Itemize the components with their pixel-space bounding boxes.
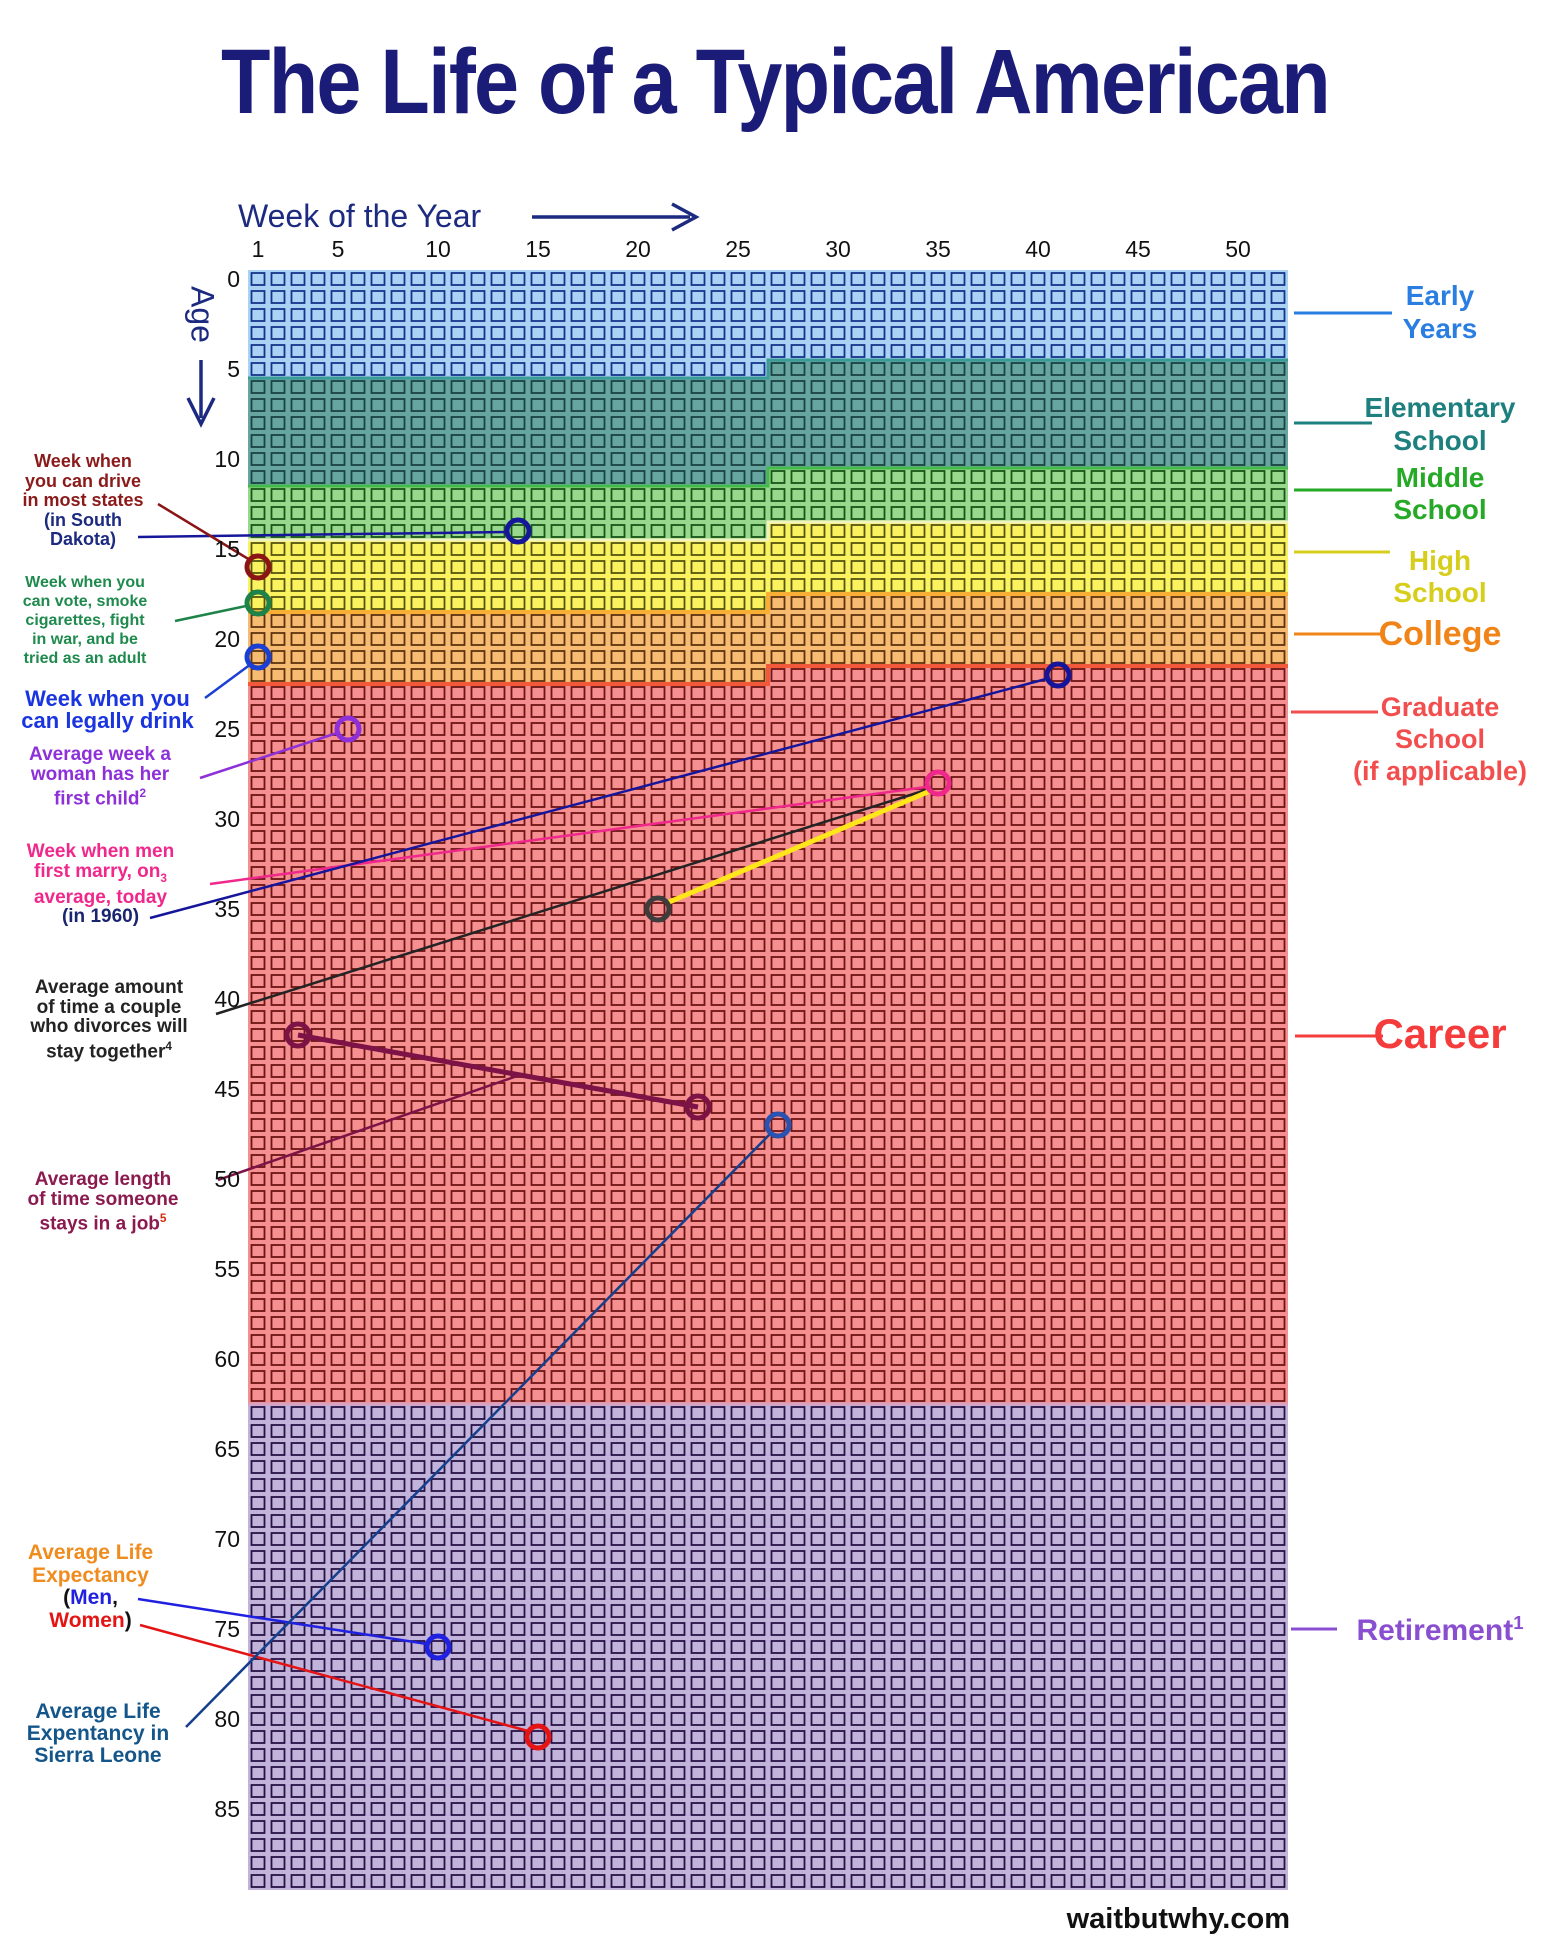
region-career (248, 666, 1288, 1404)
footnote-4: 4 (165, 1039, 172, 1053)
leader-marry-today (209, 785, 927, 886)
stage-label-career: Career (1373, 1010, 1507, 1057)
point-drink (244, 643, 272, 671)
leader-sierra-leone (185, 1133, 771, 1728)
point-first-child (334, 715, 362, 743)
y-tick: 25 (214, 716, 240, 742)
point-job-start (284, 1021, 312, 1049)
x-tick: 20 (625, 236, 651, 262)
y-tick: 85 (214, 1796, 240, 1822)
annotation-marry: Week when men first marry, on3 average, … (26, 841, 175, 928)
point-drive-south-dakota (504, 517, 532, 545)
point-divorce-end (644, 895, 672, 923)
x-tick: 40 (1025, 236, 1051, 262)
y-tick: 40 (214, 986, 240, 1012)
watermark: waitbutwhy.com (1066, 1903, 1290, 1935)
y-tick: 35 (214, 896, 240, 922)
y-tick: 0 (227, 266, 240, 292)
leader-job (217, 1073, 521, 1182)
point-life-men (424, 1633, 452, 1661)
x-tick: 1 (251, 236, 265, 262)
leader-marry-1960 (149, 677, 1047, 920)
region-elementary (248, 360, 1288, 486)
y-tick: 80 (214, 1706, 240, 1732)
footnote-5: 5 (159, 1212, 167, 1225)
women-label: Women (49, 1608, 125, 1632)
leader-drink (204, 662, 252, 700)
x-axis-label: Week of the Year (238, 198, 482, 234)
leader-men (137, 1597, 428, 1646)
boundary-elementary (248, 358, 1288, 380)
stage-label-college: College (1378, 615, 1502, 653)
stage-label-retirement: Retirement1 (1356, 1612, 1524, 1647)
annotation-sierra-leone: Average Life Expentancy in Sierra Leone (26, 1700, 170, 1767)
y-tick: 5 (227, 356, 240, 382)
leader-vote (174, 604, 247, 623)
x-tick: 45 (1125, 236, 1151, 262)
y-tick: 50 (214, 1166, 240, 1192)
x-tick: 35 (925, 236, 951, 262)
span-job (297, 1032, 699, 1110)
region-retirement (248, 1404, 1288, 1890)
footnote-1: 1 (1513, 1612, 1524, 1633)
y-tick: 20 (214, 626, 240, 652)
page-title: The Life of a Typical American (221, 31, 1331, 133)
point-job-end (684, 1093, 712, 1121)
footnote-3: 3 (160, 871, 167, 885)
point-life-women (524, 1723, 552, 1751)
annotation-divorce: Average amount of time a couple who divo… (30, 977, 188, 1062)
leader-first-child (199, 731, 338, 780)
x-tick: 25 (725, 236, 751, 262)
y-tick: 30 (214, 806, 240, 832)
x-tick: 30 (825, 236, 851, 262)
annotation-drink: Week when you can legally drink (21, 686, 194, 733)
y-tick: 70 (214, 1526, 240, 1552)
footnote-2: 2 (139, 787, 147, 800)
stage-label-early-years: Early Years (1402, 280, 1478, 344)
stage-label-middle: Middle School (1393, 462, 1487, 525)
region-high (248, 522, 1288, 612)
annotation-first-child: Average week a woman has her first child… (29, 744, 171, 810)
boundary-middle (248, 466, 1288, 488)
leader-divorce (215, 788, 927, 1016)
men-label: Men (70, 1586, 113, 1609)
boundary-college (248, 592, 1288, 614)
y-tick: 15 (214, 536, 240, 562)
stage-label-elementary: Elementary School (1364, 392, 1516, 456)
y-tick: 10 (214, 446, 240, 472)
annotation-job: Average length of time someone stays in … (27, 1169, 179, 1235)
annotation-vote: Week when you can vote, smoke cigarettes… (22, 574, 148, 667)
leader-south-dakota (137, 530, 507, 539)
point-vote (244, 589, 272, 617)
region-college (248, 594, 1288, 684)
x-tick: 15 (525, 236, 551, 262)
point-drive-most-states (244, 553, 272, 581)
x-tick: 5 (331, 236, 345, 262)
leader-women (139, 1623, 529, 1733)
y-axis-arrow-head (186, 397, 216, 428)
boundary-career (248, 664, 1288, 686)
x-axis-arrow-head (671, 202, 700, 232)
point-marry-today (924, 769, 952, 797)
y-tick: 55 (214, 1256, 240, 1282)
x-tick: 10 (425, 236, 451, 262)
y-tick: 60 (214, 1346, 240, 1372)
y-tick: 45 (214, 1076, 240, 1102)
y-tick: 75 (214, 1616, 240, 1642)
annotation-life-expectancy: Average Life Expectancy (Men, Women) (27, 1541, 154, 1632)
stage-label-high: High School (1393, 545, 1487, 608)
leader-most-states (157, 502, 251, 562)
y-tick: 65 (214, 1436, 240, 1462)
point-sierra-leone (764, 1111, 792, 1139)
point-marry-1960 (1044, 661, 1072, 689)
x-tick: 50 (1225, 236, 1251, 262)
span-divorce (666, 788, 931, 906)
stage-label-grad: Graduate School (if applicable) (1352, 692, 1528, 786)
region-early-years (248, 270, 1288, 378)
annotation-drive: Week when you can drive in most states (… (22, 451, 144, 549)
